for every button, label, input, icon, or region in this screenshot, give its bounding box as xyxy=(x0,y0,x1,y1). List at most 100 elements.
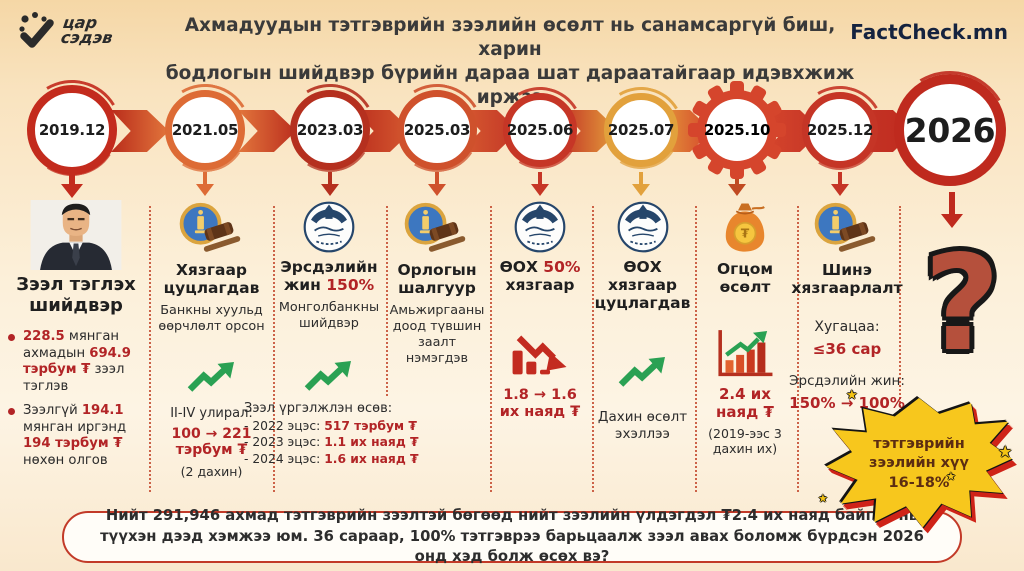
column-separator xyxy=(899,206,901,466)
money-bag-icon: ₮ xyxy=(725,203,765,252)
timeline-node-2023-03: 2023.03 xyxy=(290,90,370,170)
star-icon: ★ xyxy=(818,492,828,505)
column-2019-12: Зээл тэглэх шийдвэр 228.5 мянган ахмадын… xyxy=(6,200,146,469)
column-body: Амьжиргааны доод түвшин заалт нэмэгдэв xyxy=(389,302,485,366)
stat-note: (2 дахин) xyxy=(180,464,243,480)
down-arrow-icon xyxy=(941,192,963,228)
mongolbank-logo-icon xyxy=(514,201,566,253)
bullet-list: 228.5 мянган ахмадын 694.9 тэрбум ₮ зээл… xyxy=(8,329,144,469)
column-2025-12: Шинэ хязгаарлалт Хугацаа: ≤36 сар Эрсдэл… xyxy=(789,200,905,412)
column-body: Дахин өсөлт эхэллээ xyxy=(597,409,688,443)
column-title: ӨОХ хязгаар цуцлагдав xyxy=(594,258,691,312)
state-emblem-gavel-icon xyxy=(814,202,876,252)
stat-value: 2.4 их наяд ₮ xyxy=(716,384,774,421)
column-separator xyxy=(273,206,275,492)
growth-arrow-icon xyxy=(618,357,665,388)
timeline-date: 2023.03 xyxy=(296,121,364,139)
risk-weight-label: Эрсдэлийн жин: xyxy=(789,372,905,389)
duration-label: Хугацаа: xyxy=(814,318,880,335)
column-2025-06: ӨОХ 50% хязгаар 1.8 → 1.6 их наяд ₮ xyxy=(491,200,589,421)
timeline-date: 2025.03 xyxy=(403,121,471,139)
stat-note: (2019-ээс 3 дахин их) xyxy=(708,425,782,456)
star-icon: ★ xyxy=(946,470,956,483)
loan-growth-list: Зээл үргэлжлэн өсөв: - 2022 эцэс: 517 тэ… xyxy=(244,400,419,468)
mongolbank-logo-icon xyxy=(617,201,668,253)
down-arrow-icon xyxy=(428,172,446,196)
summary-banner: Нийт 291,946 ахмад тэтгэврийн зээлтэй бө… xyxy=(62,507,962,565)
burst-text: тэтгэврийн зээлийн хүү 16-18% xyxy=(869,435,969,491)
column-separator xyxy=(592,206,594,492)
timeline-node-2019-12: 2019.12 xyxy=(27,85,117,175)
column-title: Зээл тэглэх шийдвэр xyxy=(16,274,136,316)
timeline-node-2025-10: 2025.10 xyxy=(687,80,787,180)
down-arrow-icon xyxy=(728,176,746,196)
down-arrow-icon xyxy=(321,172,339,196)
stat-value: 100 → 221 тэрбум ₮ xyxy=(171,425,252,459)
timeline-date: 2019.12 xyxy=(38,121,106,139)
list-item: - 2022 эцэс: 517 тэрбум ₮ xyxy=(244,418,417,433)
logo-line2: сэдэв xyxy=(59,28,114,47)
bullet-item: Зээлгүй 194.1 мянган иргэнд 194 тэрбум ₮… xyxy=(8,403,144,469)
column-separator xyxy=(386,206,388,396)
down-arrow-icon xyxy=(531,172,549,196)
state-emblem-gavel-icon xyxy=(404,202,466,252)
timeline-date: 2025.06 xyxy=(506,121,574,139)
timeline-date: 2025.12 xyxy=(806,121,874,139)
mongolbank-logo-icon xyxy=(303,201,355,253)
list-header: Зээл үргэлжлэн өсөв: xyxy=(244,400,393,416)
timeline-date: 2025.07 xyxy=(607,121,675,139)
column-title: Орлогын шалгуур xyxy=(397,261,477,297)
title-line1: Ахмадуудын тэтгэврийн зээлийн өсөлт нь с… xyxy=(184,15,836,61)
timeline-node-2025-03: 2025.03 xyxy=(397,90,477,170)
state-emblem-gavel-icon xyxy=(179,202,240,252)
stat-label: II-IV улирал: xyxy=(170,405,253,421)
list-item: - 2023 эцэс: 1.1 их наяд ₮ xyxy=(244,435,419,450)
column-separator xyxy=(797,206,799,492)
summary-text: Нийт 291,946 ахмад тэтгэврийн зээлтэй бө… xyxy=(100,506,924,566)
column-title: Шинэ хязгаарлалт xyxy=(791,261,903,297)
burst-shape: тэтгэврийн зээлийн хүү 16-18% xyxy=(826,398,1012,528)
column-title: Хязгаар цуцлагдав xyxy=(163,261,260,297)
timeline-date: 2026 xyxy=(904,110,996,150)
timeline-node-2021-05: 2021.05 xyxy=(165,90,245,170)
svg-text:₮: ₮ xyxy=(741,227,750,241)
speech-burst: тэтгэврийн зээлийн хүү 16-18% xyxy=(826,398,1012,530)
bullet-item: 228.5 мянган ахмадын 694.9 тэрбум ₮ зээл… xyxy=(8,329,144,395)
column-body: Монголбанкны шийдвэр xyxy=(278,299,380,331)
column-body: Банкны хуульд өөрчлөлт орсон xyxy=(158,302,265,334)
star-icon: ★ xyxy=(846,388,858,403)
down-arrow-icon xyxy=(196,172,214,196)
column-2025-07: ӨОХ хязгаар цуцлагдав Дахин өсөлт эхэллэ… xyxy=(593,200,692,443)
factcheck-brand: FactCheck.mn xyxy=(850,20,1008,44)
growth-arrow-icon xyxy=(187,361,234,392)
timeline-date: 2025.10 xyxy=(703,121,771,139)
column-2025-03: Орлогын шалгуур Амьжиргааны доод түвшин … xyxy=(387,200,487,367)
checkmark-dots-icon xyxy=(19,12,54,48)
timeline-node-2025-12: 2025.12 xyxy=(802,92,878,168)
timeline-node-2025-06: 2025.06 xyxy=(503,93,577,167)
column-title: Огцом өсөлт xyxy=(716,260,774,296)
timeline-node-2026: 2026 xyxy=(894,74,1006,186)
column-2025-10: ₮ Огцом өсөлт 2.4 их наяд ₮ (2019-ээс 3 … xyxy=(696,200,794,456)
growth-arrow-icon xyxy=(304,360,351,391)
column-2023-03: Эрсдэлийн жин 150% Монголбанкны шийдвэр … xyxy=(244,200,419,467)
duration-value: ≤36 сар xyxy=(812,339,882,358)
list-item: - 2024 эцэс: 1.6 их наяд ₮ xyxy=(244,451,419,466)
rising-bars-icon xyxy=(718,329,773,376)
timeline-date: 2021.05 xyxy=(171,121,239,139)
down-arrow-icon xyxy=(831,172,849,196)
column-2021-05: Хязгаар цуцлагдав Банкны хуульд өөрчлөлт… xyxy=(152,200,271,479)
column-separator xyxy=(490,206,492,492)
column-title: ӨОХ 50% хязгаар xyxy=(499,258,581,294)
down-arrow-icon xyxy=(632,172,650,196)
star-icon: ★ xyxy=(998,442,1013,461)
column-separator xyxy=(695,206,697,492)
column-separator xyxy=(149,206,151,492)
risk-weight-value: 150% → 100% xyxy=(789,393,905,412)
gear-icon xyxy=(688,81,786,179)
column-title: Эрсдэлийн жин 150% xyxy=(280,258,378,294)
stat-value: 1.8 → 1.6 их наяд ₮ xyxy=(499,386,581,421)
timeline-node-2025-07: 2025.07 xyxy=(604,93,678,167)
decline-chart-icon xyxy=(512,335,567,374)
